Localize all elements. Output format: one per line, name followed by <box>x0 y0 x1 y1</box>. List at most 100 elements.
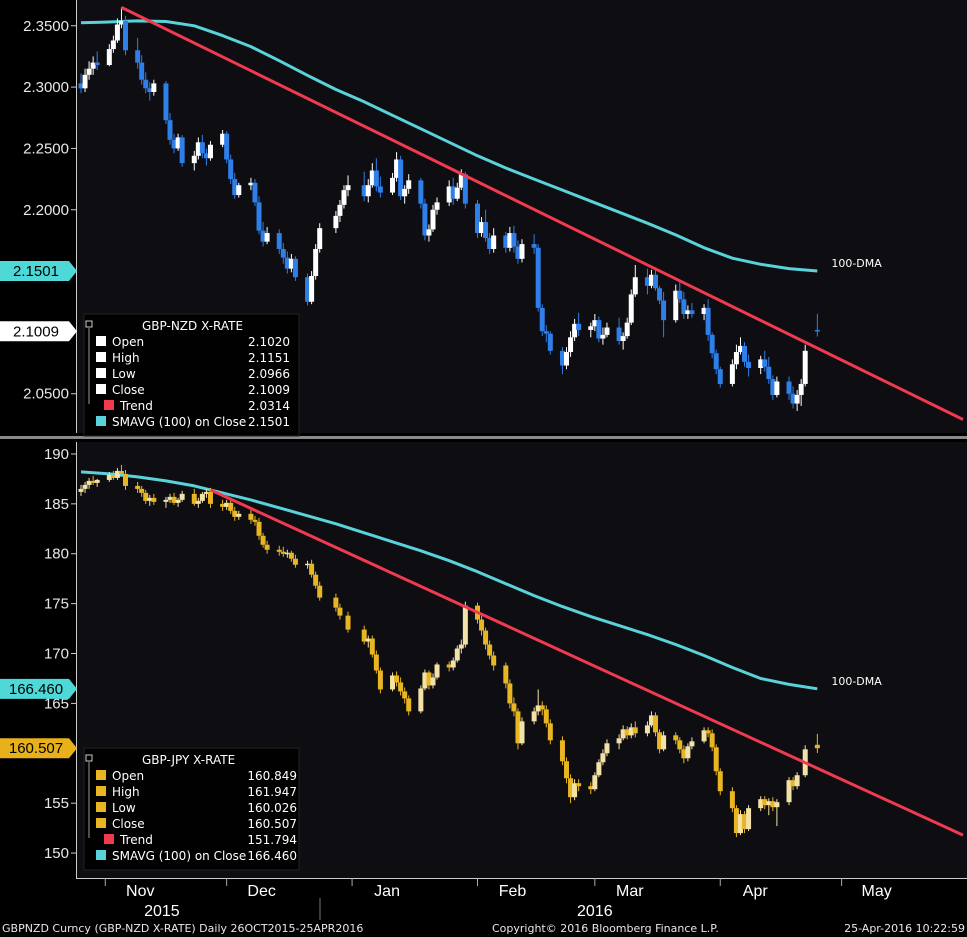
candle <box>604 322 610 338</box>
candle-body <box>479 222 485 234</box>
candle <box>317 223 323 253</box>
legend-row-label: SMAVG (100) on Close <box>112 849 246 863</box>
candle-body <box>543 331 549 334</box>
candle <box>118 7 124 29</box>
candle-body <box>345 185 351 191</box>
panel-2-y-ticks: 190 185 180 175 170 165 155 150 <box>44 446 77 862</box>
candle <box>398 677 404 696</box>
candle-body <box>276 233 282 250</box>
candle-body <box>199 142 205 154</box>
candle-body <box>236 185 242 196</box>
candle <box>462 601 468 648</box>
candle-body <box>361 185 367 197</box>
candle <box>450 657 456 671</box>
candle-body <box>628 294 634 323</box>
panel-1-legend[interactable]: GBP-NZD X-RATE Open 2.1020 High 2.1151 Low 2.0… <box>83 313 300 437</box>
candle <box>280 546 286 557</box>
legend-row-label: Low <box>112 367 136 381</box>
legend-collapse-icon[interactable] <box>85 320 93 328</box>
candle-body <box>288 552 294 559</box>
candle <box>483 209 489 242</box>
candle-body <box>790 393 796 404</box>
candle <box>345 175 351 197</box>
candle <box>256 517 262 540</box>
candle-body <box>406 180 412 189</box>
candle <box>531 707 537 725</box>
candle-body <box>446 664 452 668</box>
candle-body <box>539 307 545 332</box>
y-tick-label: 2.2500 <box>23 140 69 157</box>
candle <box>705 727 711 738</box>
candle <box>284 251 290 274</box>
candle-body <box>110 474 116 478</box>
candle-body <box>673 735 679 741</box>
candle-body <box>632 277 638 295</box>
candle <box>151 493 157 505</box>
legend-swatch <box>96 770 106 780</box>
candle-body <box>305 563 311 566</box>
candle <box>333 210 339 234</box>
candle-body <box>644 277 650 286</box>
candle <box>232 172 238 199</box>
candle-body <box>207 144 213 159</box>
x-month-label: May <box>862 883 892 900</box>
candle-body <box>766 801 772 806</box>
candle <box>628 289 634 326</box>
candle-body <box>264 233 270 242</box>
candle <box>369 635 375 658</box>
candle <box>123 469 129 490</box>
legend-row-label: High <box>112 785 140 799</box>
candle-body <box>163 499 169 502</box>
candle-body <box>139 62 145 80</box>
candle-body <box>462 605 468 645</box>
candle <box>288 253 294 273</box>
candle-body <box>264 544 270 550</box>
candle <box>422 669 428 691</box>
candle-body <box>798 383 804 395</box>
candle <box>620 725 626 741</box>
candle <box>232 506 238 521</box>
candle-body <box>572 783 578 798</box>
candle-body <box>454 187 460 199</box>
candle-body <box>535 705 541 712</box>
candle-body <box>689 310 695 315</box>
candle-body <box>175 499 181 503</box>
candle <box>604 739 610 757</box>
candle <box>758 355 764 375</box>
candle <box>600 749 606 766</box>
candle-body <box>487 644 493 656</box>
candle-body <box>191 155 197 164</box>
candle <box>199 491 205 503</box>
candle <box>628 723 634 739</box>
candle-body <box>179 493 185 500</box>
candle <box>390 672 396 692</box>
candle <box>588 782 594 795</box>
candle <box>596 759 602 778</box>
panel-1-last-value-flags: 2.1501 2.1009 <box>0 260 77 342</box>
legend-box <box>83 313 300 437</box>
last-value-flag: 166.460 <box>0 678 77 699</box>
candle-body <box>648 274 654 286</box>
panel-2-legend[interactable]: GBP-JPY X-RATE Open 160.849 High 161.947 Low 1… <box>83 747 300 871</box>
y-tick-label: 180 <box>44 546 69 563</box>
legend-row-value: 2.1020 <box>248 335 290 349</box>
candle-body <box>535 247 541 308</box>
legend-collapse-icon[interactable] <box>85 754 93 762</box>
candle <box>228 499 234 514</box>
candle <box>78 73 84 94</box>
candle-body <box>236 513 242 517</box>
candle <box>341 185 347 209</box>
footer-copyright: Copyright© 2016 Bloomberg Finance L.P. <box>492 922 719 935</box>
candle-body <box>588 326 594 330</box>
sma-label: 100-DMA <box>831 257 882 270</box>
candle <box>717 768 723 796</box>
candle-body <box>228 502 234 511</box>
candle <box>624 317 630 339</box>
candle-body <box>430 209 436 230</box>
candle-body <box>373 170 379 187</box>
candle-body <box>373 654 379 671</box>
legend-swatch <box>96 818 106 828</box>
candle <box>673 732 679 745</box>
candle <box>377 667 383 694</box>
last-value-flag: 2.1009 <box>0 321 77 342</box>
